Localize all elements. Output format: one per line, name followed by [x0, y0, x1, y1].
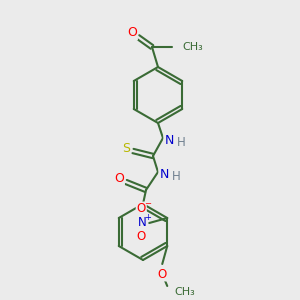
Text: +: + — [144, 214, 151, 223]
Text: O: O — [114, 172, 124, 184]
Text: O: O — [136, 230, 146, 244]
Text: N: N — [159, 167, 169, 181]
Text: CH₃: CH₃ — [174, 287, 195, 297]
Text: H: H — [172, 170, 180, 184]
Text: N: N — [164, 134, 174, 146]
Text: O: O — [127, 26, 137, 40]
Text: CH₃: CH₃ — [182, 42, 203, 52]
Text: −: − — [144, 200, 151, 208]
Text: S: S — [122, 142, 130, 154]
Text: O: O — [158, 268, 167, 281]
Text: H: H — [177, 136, 185, 149]
Text: O: O — [136, 202, 146, 215]
Text: N: N — [138, 217, 147, 230]
